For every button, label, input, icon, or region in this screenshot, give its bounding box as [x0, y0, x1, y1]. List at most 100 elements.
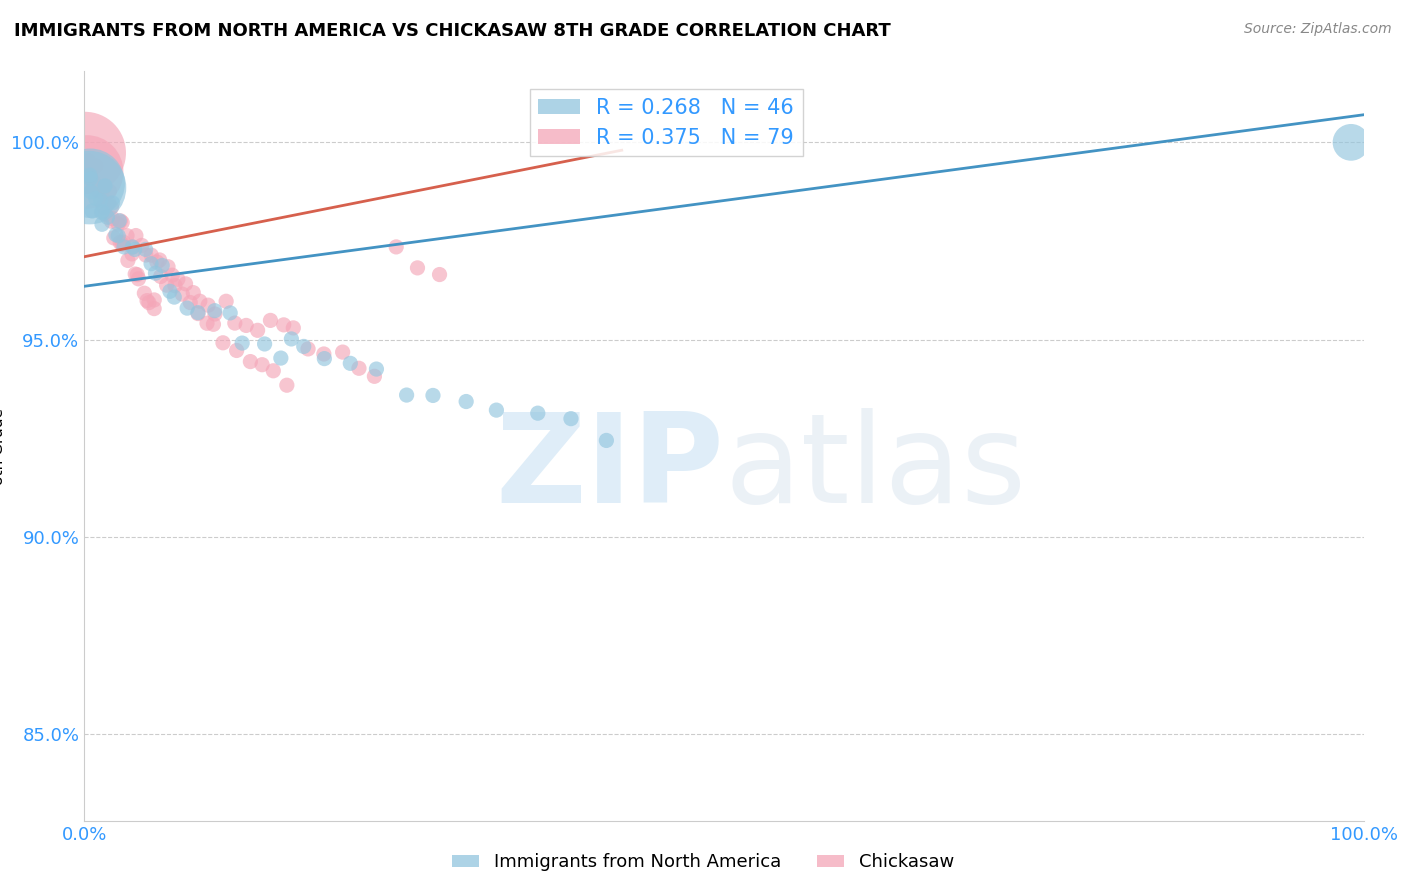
Legend: Immigrants from North America, Chickasaw: Immigrants from North America, Chickasaw: [444, 847, 962, 879]
Point: [250, 358, 273, 372]
Point: [143, 301, 166, 316]
Point: [224, 316, 246, 330]
Point: [127, 272, 149, 286]
Text: ZIP: ZIP: [495, 408, 724, 529]
Point: [406, 260, 429, 275]
Point: [103, 231, 125, 245]
Point: [150, 259, 173, 273]
Point: [101, 211, 124, 226]
Point: [91, 217, 114, 231]
Point: [273, 318, 295, 332]
Point: [84, 159, 107, 173]
Point: [174, 277, 197, 291]
Point: [125, 228, 148, 243]
Point: [456, 394, 478, 409]
Point: [1340, 136, 1362, 150]
Y-axis label: 8th Grade: 8th Grade: [0, 408, 6, 484]
Point: [80, 185, 103, 199]
Point: [366, 362, 388, 376]
Point: [485, 403, 508, 417]
Point: [246, 323, 269, 337]
Point: [195, 316, 218, 330]
Point: [108, 214, 131, 228]
Point: [179, 295, 201, 310]
Point: [187, 307, 209, 321]
Point: [143, 293, 166, 307]
Point: [155, 278, 177, 293]
Point: [79, 180, 101, 194]
Point: [188, 294, 211, 309]
Point: [204, 303, 226, 318]
Point: [163, 278, 186, 293]
Point: [112, 235, 135, 250]
Point: [429, 268, 451, 282]
Point: [172, 287, 194, 301]
Point: [82, 175, 104, 189]
Point: [253, 337, 276, 351]
Point: [100, 214, 122, 228]
Point: [422, 388, 444, 402]
Text: Source: ZipAtlas.com: Source: ZipAtlas.com: [1244, 22, 1392, 37]
Point: [86, 181, 108, 195]
Point: [560, 411, 582, 425]
Point: [121, 247, 143, 261]
Point: [385, 240, 408, 254]
Point: [231, 336, 253, 351]
Point: [204, 307, 226, 321]
Point: [339, 356, 361, 370]
Point: [149, 252, 172, 267]
Point: [276, 378, 298, 392]
Point: [86, 179, 108, 194]
Point: [215, 294, 238, 309]
Point: [219, 306, 242, 320]
Point: [94, 207, 117, 221]
Point: [187, 305, 209, 319]
Point: [135, 243, 157, 257]
Point: [124, 243, 146, 257]
Text: atlas: atlas: [724, 408, 1026, 529]
Point: [181, 285, 204, 300]
Point: [117, 253, 139, 268]
Point: [138, 295, 160, 310]
Point: [76, 165, 98, 179]
Point: [107, 228, 129, 243]
Point: [157, 260, 180, 274]
Point: [77, 153, 100, 168]
Point: [225, 343, 247, 358]
Point: [141, 248, 163, 262]
Point: [96, 210, 118, 224]
Point: [100, 200, 122, 214]
Point: [526, 406, 548, 420]
Point: [79, 160, 101, 174]
Point: [297, 342, 319, 356]
Point: [239, 354, 262, 368]
Point: [166, 272, 188, 286]
Point: [124, 267, 146, 281]
Point: [312, 347, 335, 361]
Point: [139, 257, 162, 271]
Point: [121, 240, 143, 254]
Point: [111, 215, 134, 229]
Point: [283, 321, 305, 335]
Point: [79, 176, 101, 190]
Point: [91, 204, 114, 219]
Point: [363, 369, 385, 384]
Point: [112, 240, 135, 254]
Point: [262, 364, 284, 378]
Point: [111, 237, 134, 252]
Point: [82, 204, 104, 219]
Point: [145, 266, 167, 280]
Point: [101, 196, 124, 211]
Point: [159, 285, 181, 299]
Legend: R = 0.268   N = 46, R = 0.375   N = 79: R = 0.268 N = 46, R = 0.375 N = 79: [530, 89, 803, 156]
Point: [235, 318, 257, 333]
Point: [259, 313, 281, 327]
Point: [314, 351, 336, 366]
Point: [176, 301, 198, 315]
Point: [93, 200, 115, 214]
Text: IMMIGRANTS FROM NORTH AMERICA VS CHICKASAW 8TH GRADE CORRELATION CHART: IMMIGRANTS FROM NORTH AMERICA VS CHICKAS…: [14, 22, 891, 40]
Point: [135, 248, 157, 262]
Point: [73, 145, 96, 160]
Point: [163, 290, 186, 304]
Point: [595, 434, 617, 448]
